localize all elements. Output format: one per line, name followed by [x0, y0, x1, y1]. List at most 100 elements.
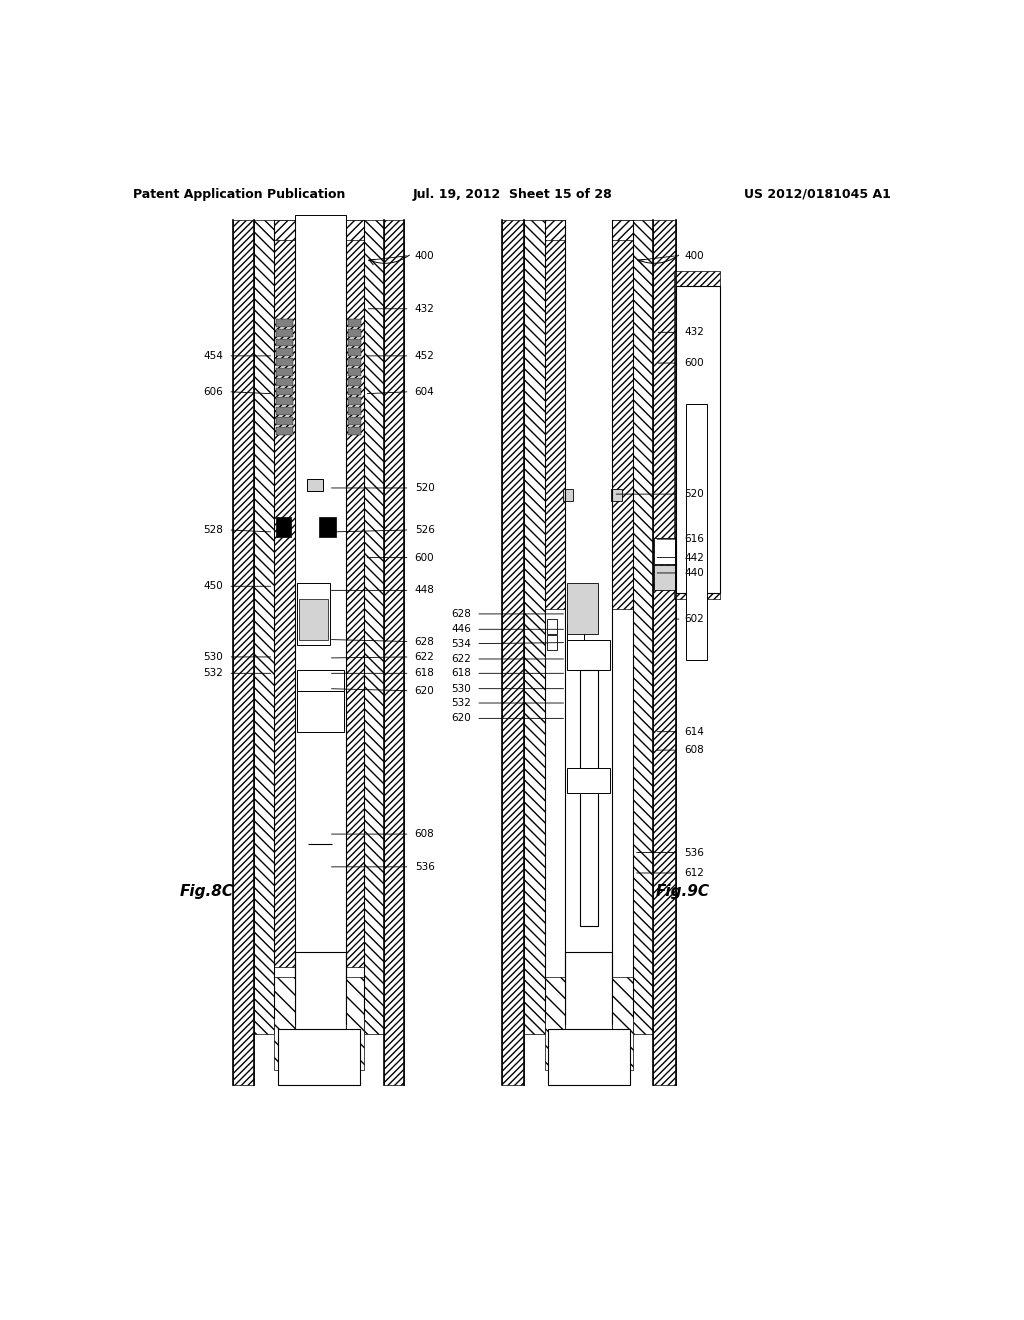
Text: Patent Application Publication: Patent Application Publication — [133, 187, 345, 201]
Text: 440: 440 — [684, 568, 703, 578]
Bar — [274, 977, 295, 1069]
Bar — [348, 408, 361, 414]
Bar — [348, 329, 361, 337]
Bar — [274, 219, 364, 240]
Text: 520: 520 — [415, 483, 434, 492]
Bar — [524, 219, 545, 1034]
Text: 620: 620 — [415, 685, 434, 696]
Bar — [384, 219, 404, 1085]
Bar — [545, 219, 633, 240]
Text: 454: 454 — [204, 351, 223, 360]
Bar — [276, 319, 293, 327]
Bar — [567, 767, 610, 793]
Text: 628: 628 — [415, 636, 434, 647]
Bar — [276, 426, 293, 434]
Text: 446: 446 — [452, 624, 471, 635]
Bar — [567, 583, 598, 635]
Bar — [276, 338, 293, 346]
Text: 526: 526 — [415, 525, 434, 535]
Bar — [348, 378, 361, 385]
Bar — [567, 624, 584, 649]
Text: 608: 608 — [415, 829, 434, 840]
Text: US 2012/0181045 A1: US 2012/0181045 A1 — [744, 187, 891, 201]
Text: 616: 616 — [684, 535, 703, 544]
Bar — [348, 388, 361, 396]
Text: 618: 618 — [452, 668, 471, 678]
Bar — [654, 539, 675, 564]
Bar — [348, 397, 361, 405]
Bar — [548, 1028, 630, 1085]
Bar — [276, 388, 293, 396]
Bar — [276, 397, 293, 405]
Bar — [547, 619, 557, 635]
Bar — [276, 348, 293, 356]
Bar — [547, 635, 557, 649]
Bar — [276, 368, 293, 376]
Text: 602: 602 — [684, 614, 703, 624]
Text: 442: 442 — [684, 553, 703, 562]
Bar — [565, 952, 612, 1034]
Bar — [276, 408, 293, 414]
Bar — [348, 417, 361, 425]
Text: 448: 448 — [415, 585, 434, 595]
Bar — [233, 219, 254, 1085]
Bar — [274, 219, 295, 968]
Text: 536: 536 — [415, 862, 434, 871]
Bar — [254, 219, 274, 1034]
Text: 620: 620 — [452, 713, 471, 723]
Bar — [580, 671, 598, 927]
Bar — [676, 286, 720, 594]
Bar — [565, 219, 612, 660]
Bar — [295, 219, 346, 977]
Text: 432: 432 — [684, 327, 703, 338]
Bar — [276, 378, 293, 385]
Text: 530: 530 — [452, 684, 471, 694]
Text: 528: 528 — [204, 525, 223, 535]
Text: 608: 608 — [684, 744, 703, 755]
Text: 622: 622 — [452, 653, 471, 664]
Bar — [364, 219, 384, 1034]
Bar — [278, 1028, 360, 1085]
Text: Fig.9C: Fig.9C — [655, 883, 710, 899]
Text: 400: 400 — [684, 251, 703, 260]
Text: 432: 432 — [415, 304, 434, 314]
Bar — [319, 516, 336, 537]
Bar — [654, 565, 675, 590]
Text: 536: 536 — [684, 847, 703, 858]
Text: 530: 530 — [204, 652, 223, 661]
Bar — [348, 319, 361, 327]
Text: 612: 612 — [684, 869, 703, 878]
Bar — [307, 479, 323, 491]
Bar — [633, 219, 653, 1034]
Bar — [348, 358, 361, 366]
Text: 622: 622 — [415, 652, 434, 661]
Bar — [276, 358, 293, 366]
Bar — [545, 977, 565, 1069]
Bar — [348, 348, 361, 356]
Bar — [611, 488, 622, 502]
Bar — [276, 329, 293, 337]
Text: 450: 450 — [204, 581, 223, 591]
Bar — [545, 219, 565, 609]
Bar — [295, 952, 346, 1034]
Text: 400: 400 — [415, 251, 434, 260]
Text: Fig.8C: Fig.8C — [179, 883, 233, 899]
Bar — [348, 426, 361, 434]
Text: 532: 532 — [204, 668, 223, 678]
Text: 604: 604 — [415, 387, 434, 397]
Bar — [297, 583, 330, 644]
Text: 628: 628 — [452, 609, 471, 619]
Bar — [686, 404, 707, 660]
Bar — [297, 671, 344, 701]
Bar — [502, 219, 524, 1085]
Bar — [295, 215, 346, 219]
Text: 534: 534 — [452, 639, 471, 648]
Text: 618: 618 — [415, 668, 434, 678]
Bar — [612, 219, 633, 609]
Text: 600: 600 — [415, 553, 434, 562]
Bar — [348, 368, 361, 376]
Bar — [348, 338, 361, 346]
Bar — [276, 516, 291, 537]
Text: Jul. 19, 2012  Sheet 15 of 28: Jul. 19, 2012 Sheet 15 of 28 — [412, 187, 612, 201]
Bar — [346, 977, 364, 1069]
